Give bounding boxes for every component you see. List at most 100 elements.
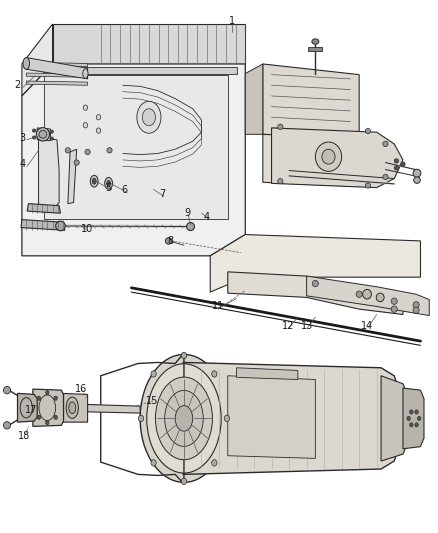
Text: 12: 12: [282, 321, 294, 331]
Ellipse shape: [407, 416, 410, 421]
Ellipse shape: [147, 364, 221, 473]
Ellipse shape: [376, 293, 384, 302]
Ellipse shape: [65, 148, 71, 153]
Polygon shape: [26, 73, 88, 77]
Ellipse shape: [46, 391, 49, 395]
Ellipse shape: [181, 478, 187, 484]
Ellipse shape: [106, 180, 111, 187]
Ellipse shape: [96, 128, 101, 133]
Ellipse shape: [66, 397, 78, 418]
Polygon shape: [22, 24, 53, 96]
Polygon shape: [27, 204, 60, 213]
Text: 11: 11: [212, 302, 224, 311]
Text: 10: 10: [81, 224, 93, 234]
Ellipse shape: [50, 137, 53, 140]
Polygon shape: [210, 235, 420, 292]
Ellipse shape: [137, 101, 161, 133]
Ellipse shape: [413, 302, 419, 308]
Text: 14: 14: [361, 321, 373, 331]
Ellipse shape: [85, 149, 90, 155]
Ellipse shape: [140, 354, 228, 482]
Ellipse shape: [391, 298, 397, 304]
Ellipse shape: [413, 177, 420, 183]
Ellipse shape: [92, 178, 96, 184]
Text: 18: 18: [18, 431, 30, 441]
Ellipse shape: [212, 459, 217, 466]
Polygon shape: [263, 134, 385, 187]
Text: 16: 16: [75, 384, 87, 394]
Ellipse shape: [23, 58, 29, 69]
Text: 8: 8: [168, 236, 174, 246]
Polygon shape: [44, 67, 237, 74]
Text: 3: 3: [20, 133, 26, 142]
Polygon shape: [60, 393, 88, 422]
Ellipse shape: [105, 177, 113, 189]
Ellipse shape: [4, 422, 11, 429]
Ellipse shape: [312, 280, 318, 287]
Ellipse shape: [166, 238, 172, 244]
Ellipse shape: [46, 421, 49, 425]
Ellipse shape: [74, 160, 79, 165]
Polygon shape: [263, 64, 359, 139]
Ellipse shape: [175, 406, 193, 431]
Ellipse shape: [394, 159, 399, 163]
Ellipse shape: [37, 415, 41, 419]
Ellipse shape: [417, 416, 421, 421]
Polygon shape: [228, 272, 403, 314]
Polygon shape: [183, 362, 399, 474]
Text: 4: 4: [20, 159, 26, 169]
Polygon shape: [18, 393, 37, 422]
Polygon shape: [272, 128, 403, 188]
Text: 17: 17: [25, 406, 38, 415]
Ellipse shape: [413, 307, 419, 313]
Polygon shape: [381, 376, 407, 461]
Ellipse shape: [36, 127, 49, 141]
Polygon shape: [21, 220, 65, 230]
Ellipse shape: [4, 386, 11, 394]
Ellipse shape: [315, 142, 342, 172]
Text: 1: 1: [229, 17, 235, 26]
Text: 13: 13: [300, 321, 313, 331]
Polygon shape: [228, 376, 315, 458]
Polygon shape: [72, 404, 140, 413]
Ellipse shape: [37, 396, 41, 400]
Polygon shape: [44, 75, 228, 219]
Ellipse shape: [138, 415, 144, 422]
Ellipse shape: [224, 415, 230, 422]
Ellipse shape: [54, 396, 57, 400]
Ellipse shape: [96, 115, 101, 120]
Ellipse shape: [32, 136, 36, 139]
Ellipse shape: [401, 162, 405, 166]
Ellipse shape: [365, 128, 371, 134]
Ellipse shape: [155, 377, 212, 459]
Text: 5: 5: [106, 183, 112, 192]
Ellipse shape: [107, 148, 112, 153]
Text: 15: 15: [146, 396, 159, 406]
Ellipse shape: [39, 130, 47, 138]
Ellipse shape: [278, 124, 283, 130]
Ellipse shape: [415, 423, 418, 427]
Ellipse shape: [50, 130, 53, 133]
Ellipse shape: [69, 402, 76, 414]
Ellipse shape: [415, 410, 418, 414]
Ellipse shape: [410, 410, 413, 414]
Ellipse shape: [90, 175, 98, 187]
Ellipse shape: [165, 390, 203, 447]
Polygon shape: [39, 139, 59, 209]
Ellipse shape: [56, 221, 65, 231]
Polygon shape: [403, 388, 424, 449]
Polygon shape: [26, 58, 88, 79]
Ellipse shape: [365, 183, 371, 188]
Ellipse shape: [391, 306, 397, 312]
Polygon shape: [22, 64, 245, 256]
Polygon shape: [245, 64, 263, 134]
Polygon shape: [33, 389, 64, 426]
Ellipse shape: [181, 352, 187, 359]
Ellipse shape: [54, 415, 57, 419]
Ellipse shape: [278, 179, 283, 184]
Polygon shape: [68, 149, 77, 204]
Ellipse shape: [212, 371, 217, 377]
Text: 6: 6: [122, 185, 128, 195]
Ellipse shape: [383, 174, 388, 180]
Polygon shape: [37, 128, 50, 141]
